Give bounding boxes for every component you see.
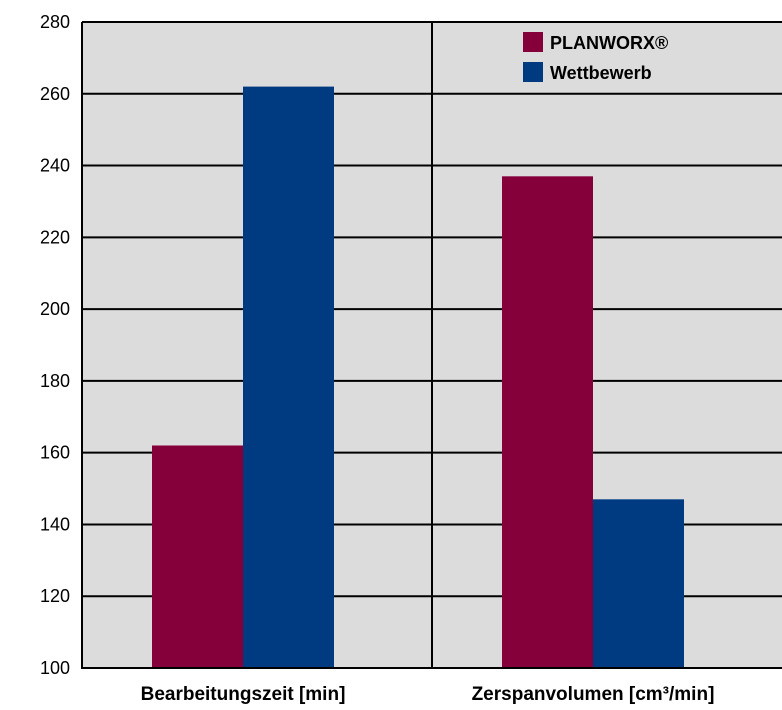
legend-label: Wettbewerb <box>550 63 652 83</box>
y-tick-label: 160 <box>40 443 70 463</box>
legend-label: PLANWORX® <box>550 33 668 53</box>
category-label: Zerspanvolumen [cm³/min] <box>472 684 715 705</box>
bar <box>152 445 243 668</box>
y-tick-label: 200 <box>40 299 70 319</box>
bar <box>243 86 334 669</box>
y-tick-label: 240 <box>40 156 70 176</box>
y-tick-label: 220 <box>40 227 70 247</box>
legend-swatch <box>523 32 543 52</box>
y-tick-label: 120 <box>40 586 70 606</box>
category-label: Bearbeitungszeit [min] <box>141 684 346 705</box>
y-tick-label: 100 <box>40 658 70 678</box>
bar <box>593 499 684 668</box>
y-tick-label: 140 <box>40 514 70 534</box>
legend-swatch <box>523 62 543 82</box>
y-tick-label: 280 <box>40 12 70 32</box>
bar <box>502 176 593 669</box>
y-tick-label: 260 <box>40 84 70 104</box>
y-tick-label: 180 <box>40 371 70 391</box>
